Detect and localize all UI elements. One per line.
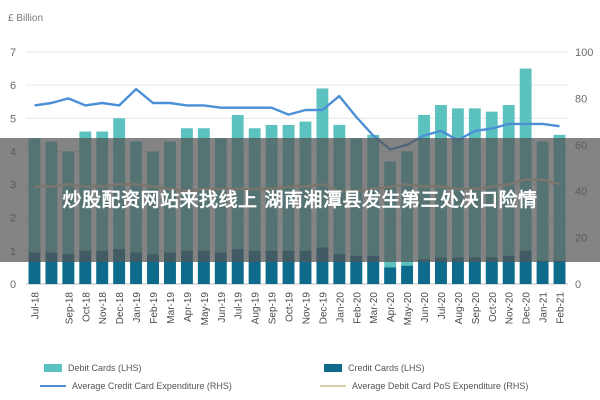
credit-bar xyxy=(130,252,143,284)
credit-bar xyxy=(485,257,498,284)
credit-bar xyxy=(502,255,515,284)
credit-card-bars xyxy=(28,247,566,284)
credit-bar xyxy=(214,252,227,284)
credit-bar xyxy=(231,249,244,284)
x-axis-tick-label: Oct-19 xyxy=(285,292,296,322)
x-axis-tick-label: Sep-19 xyxy=(268,292,279,325)
x-axis-tick-label: Nov-19 xyxy=(301,292,312,325)
x-axis-tick-label: Dec-19 xyxy=(318,292,329,325)
credit-bar xyxy=(350,255,363,284)
credit-bar xyxy=(299,250,312,284)
x-axis-tick-label: May-20 xyxy=(403,292,414,326)
legend-swatch-credit xyxy=(324,364,342,372)
right-axis-tick-label: 80 xyxy=(575,93,587,105)
headline-banner: 炒股配资网站来找线上 湖南湘潭县发生第三处决口险情 xyxy=(0,138,600,262)
credit-bar xyxy=(265,250,278,284)
credit-bar xyxy=(164,252,176,284)
x-axis-tick-label: Jul-19 xyxy=(234,292,245,320)
x-axis-tick-label: Dec-20 xyxy=(522,292,533,325)
credit-bar xyxy=(147,254,159,284)
credit-bar xyxy=(28,252,41,284)
credit-bar xyxy=(45,252,58,284)
x-axis-tick-label: Nov-20 xyxy=(505,292,516,325)
x-axis-tick-label: Aug-20 xyxy=(454,292,465,325)
avg-credit-line xyxy=(34,87,560,151)
credit-bar xyxy=(451,257,464,284)
left-axis-unit-label: £ Billion xyxy=(8,13,43,24)
credit-bar xyxy=(384,267,397,284)
x-axis-tick-label: Jun-20 xyxy=(420,292,431,323)
legend-label-avg-debit: Average Debit Card PoS Expenditure (RHS) xyxy=(352,381,529,391)
x-axis-tick-label: Jul-18 xyxy=(30,292,41,320)
x-axis-tick-label: Sep-18 xyxy=(64,292,75,325)
legend-item-credit: Credit Cards (LHS) xyxy=(324,361,425,375)
x-axis-tick-label: Dec-18 xyxy=(115,292,126,325)
x-axis-tick-label: Jan-19 xyxy=(132,292,143,323)
x-axis-tick-label: May-19 xyxy=(200,292,211,326)
x-axis-tick-label: Feb-21 xyxy=(556,292,567,324)
credit-bar xyxy=(468,257,481,284)
credit-bar xyxy=(333,254,346,284)
credit-bar xyxy=(113,249,126,284)
credit-bar xyxy=(418,259,430,284)
x-axis-tick-label: Apr-20 xyxy=(386,292,397,322)
x-axis-tick-label: Nov-18 xyxy=(98,292,109,325)
x-axis-tick-label: Oct-20 xyxy=(488,292,499,322)
headline-text: 炒股配资网站来找线上 湖南湘潭县发生第三处决口险情 xyxy=(62,189,538,211)
credit-bar xyxy=(79,250,92,284)
credit-bar xyxy=(401,265,414,284)
right-axis-tick-label: 0 xyxy=(575,279,581,291)
legend-item-avg-debit: Average Debit Card PoS Expenditure (RHS) xyxy=(320,379,528,393)
left-axis-tick-label: 7 xyxy=(10,47,16,59)
legend-label-avg-credit: Average Credit Card Expenditure (RHS) xyxy=(72,381,232,391)
legend-item-debit: Debit Cards (LHS) xyxy=(44,361,142,375)
x-axis-tick-label: Feb-19 xyxy=(149,292,160,324)
legend-line-avg-debit xyxy=(320,385,346,387)
x-axis-tick-label: Jan-20 xyxy=(335,292,346,323)
x-axis-tick-label: Jan-21 xyxy=(539,292,550,323)
x-axis-tick-label: Oct-18 xyxy=(81,292,92,322)
x-axis-tick-label: Mar-19 xyxy=(166,292,177,324)
left-axis-tick-label: 0 xyxy=(10,279,16,291)
legend: Debit Cards (LHS) Credit Cards (LHS) Ave… xyxy=(40,357,595,397)
left-axis-tick-label: 5 xyxy=(10,113,16,125)
legend-item-avg-credit: Average Credit Card Expenditure (RHS) xyxy=(40,379,232,393)
credit-bar xyxy=(62,254,75,284)
x-axis-tick-label: Aug-19 xyxy=(251,292,262,325)
right-axis-tick-label: 100 xyxy=(575,47,593,59)
credit-bar xyxy=(536,260,549,284)
x-axis-tick-label: Apr-19 xyxy=(183,292,194,322)
credit-bar xyxy=(316,247,329,284)
legend-line-avg-credit xyxy=(40,385,66,387)
x-axis-ticks: Jul-18 Sep-18 Oct-18 Nov-18 Dec-18 Jan-19 Feb-… xyxy=(30,292,566,326)
credit-bar xyxy=(96,250,109,284)
credit-bar xyxy=(519,250,532,284)
legend-label-credit: Credit Cards (LHS) xyxy=(348,363,425,373)
x-axis-tick-label: Jul-20 xyxy=(437,292,448,320)
credit-bar xyxy=(553,260,566,284)
x-axis-tick-label: Mar-20 xyxy=(369,292,380,324)
credit-bar xyxy=(435,257,447,284)
credit-bar xyxy=(367,255,380,284)
left-axis-tick-label: 6 xyxy=(10,80,16,92)
credit-bar xyxy=(197,250,210,284)
x-axis-tick-label: Sep-20 xyxy=(471,292,482,325)
credit-bar xyxy=(282,250,295,284)
x-axis-tick-label: Jun-19 xyxy=(217,292,228,323)
x-axis-tick-label: Feb-20 xyxy=(352,292,363,324)
credit-bar xyxy=(248,250,261,284)
credit-bar xyxy=(180,250,193,284)
legend-swatch-debit xyxy=(44,364,62,372)
legend-label-debit: Debit Cards (LHS) xyxy=(68,363,142,373)
